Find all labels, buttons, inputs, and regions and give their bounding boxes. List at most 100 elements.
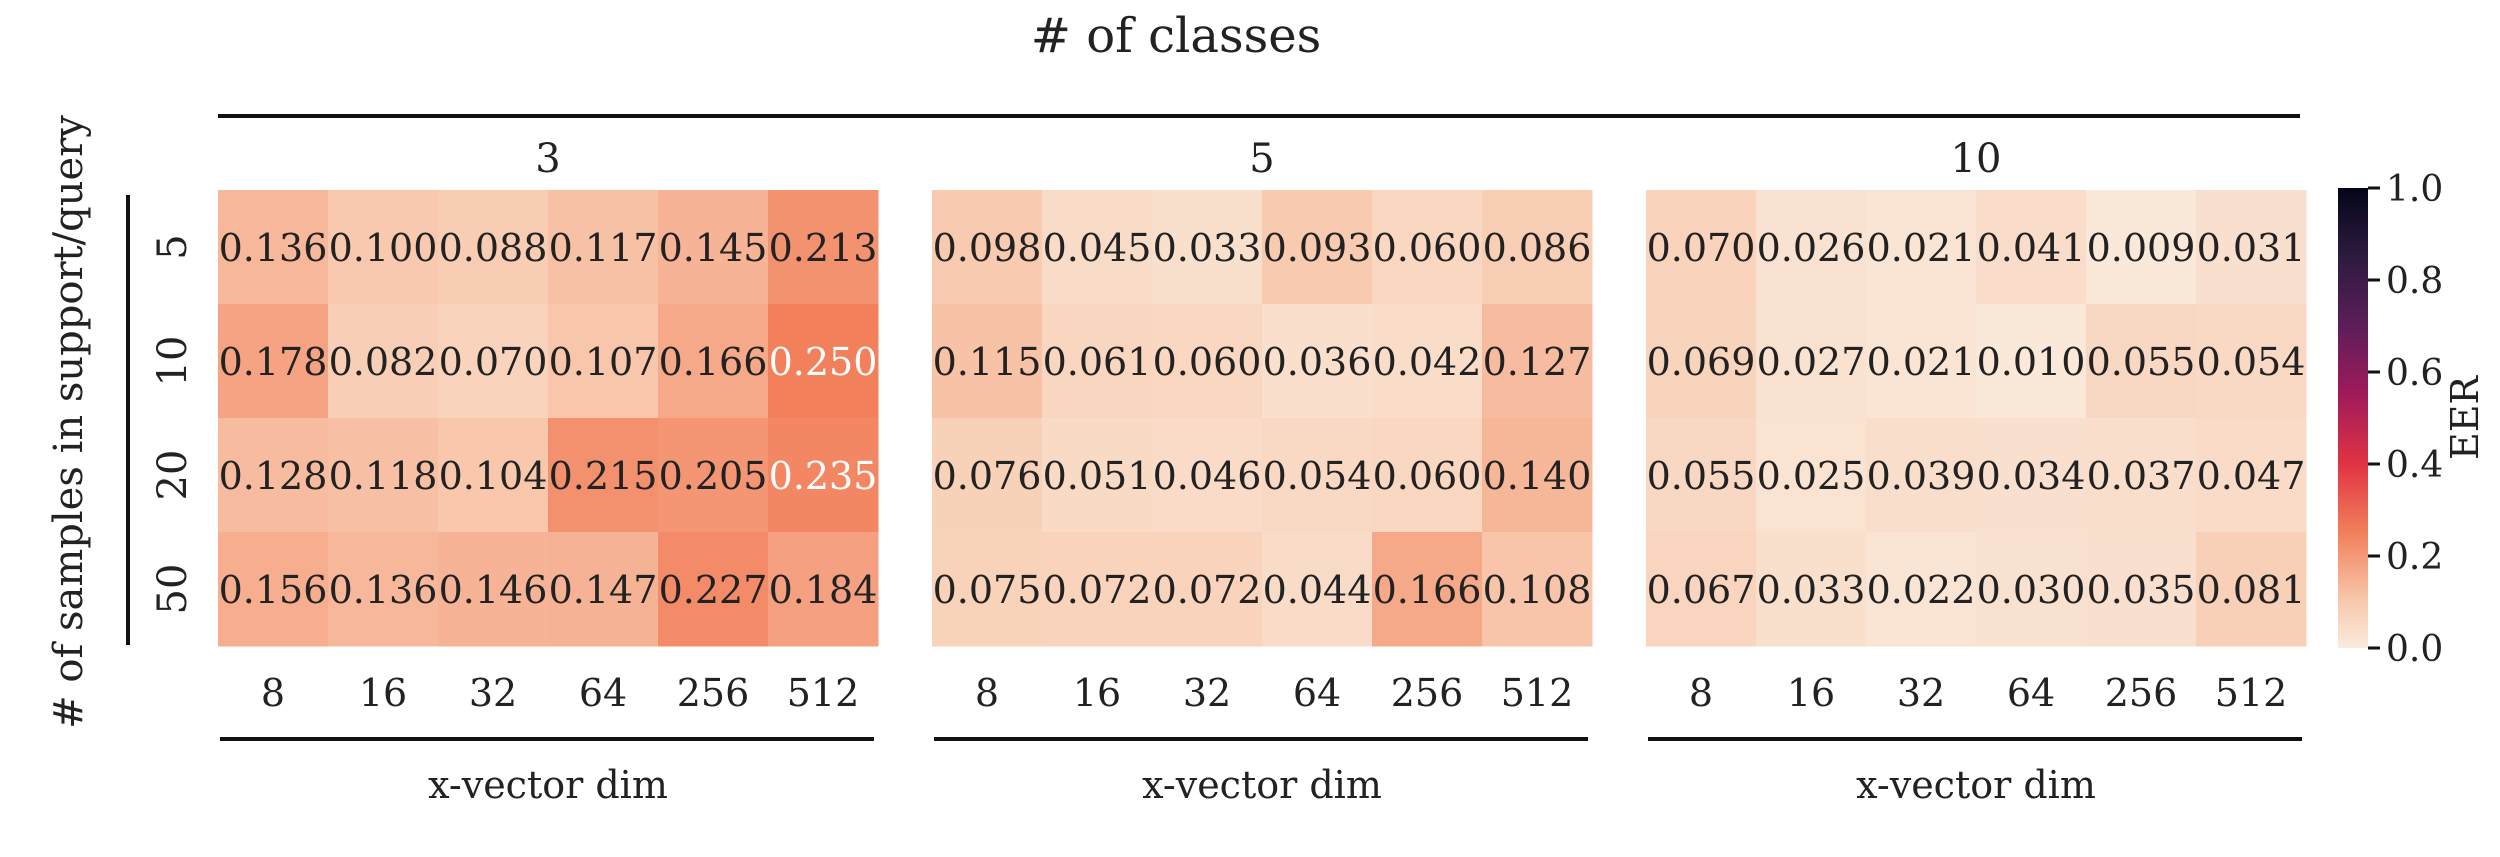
cell-value: 0.088 xyxy=(439,226,548,270)
cell-value: 0.045 xyxy=(1043,226,1152,270)
cell-value: 0.069 xyxy=(1647,340,1756,384)
row-label: 10 xyxy=(150,336,196,387)
cell-value: 0.039 xyxy=(1867,454,1976,498)
panel-x-label: x-vector dim xyxy=(1856,763,2096,807)
cell-value: 0.140 xyxy=(1483,454,1592,498)
cell-value: 0.025 xyxy=(1757,454,1866,498)
cell-value: 0.104 xyxy=(439,454,548,498)
cell-value: 0.115 xyxy=(933,340,1042,384)
cell-value: 0.047 xyxy=(2197,454,2306,498)
cell-value: 0.072 xyxy=(1153,568,1262,612)
cell-value: 0.054 xyxy=(1263,454,1372,498)
cell-value: 0.184 xyxy=(769,568,878,612)
cell-value: 0.044 xyxy=(1263,568,1372,612)
column-label: 512 xyxy=(787,671,860,715)
cell-value: 0.033 xyxy=(1757,568,1866,612)
figure-title: # of classes xyxy=(1031,8,1322,64)
cell-value: 0.036 xyxy=(1263,340,1372,384)
cell-value: 0.147 xyxy=(549,568,658,612)
cell-value: 0.100 xyxy=(329,226,438,270)
y-axis-label: # of samples in support/query xyxy=(46,115,92,729)
cell-value: 0.205 xyxy=(659,454,768,498)
panel-title: 5 xyxy=(1249,136,1274,182)
cell-value: 0.081 xyxy=(2197,568,2306,612)
cell-value: 0.022 xyxy=(1867,568,1976,612)
cell-value: 0.035 xyxy=(2087,568,2196,612)
panel-x-label: x-vector dim xyxy=(428,763,668,807)
column-label: 64 xyxy=(2007,671,2055,715)
cell-value: 0.098 xyxy=(933,226,1042,270)
cell-value: 0.136 xyxy=(329,568,438,612)
cell-value: 0.235 xyxy=(769,454,878,498)
row-label: 50 xyxy=(150,564,196,615)
cell-value: 0.146 xyxy=(439,568,548,612)
column-label: 64 xyxy=(1293,671,1341,715)
cell-value: 0.021 xyxy=(1867,226,1976,270)
cell-value: 0.086 xyxy=(1483,226,1592,270)
colorbar-gradient xyxy=(2338,188,2368,648)
cell-value: 0.055 xyxy=(1647,454,1756,498)
cell-value: 0.213 xyxy=(769,226,878,270)
cell-value: 0.145 xyxy=(659,226,768,270)
column-label: 32 xyxy=(1897,671,1945,715)
panel-title: 3 xyxy=(535,136,560,182)
cell-value: 0.178 xyxy=(219,340,328,384)
cell-value: 0.072 xyxy=(1043,568,1152,612)
cell-value: 0.250 xyxy=(769,340,878,384)
cell-value: 0.055 xyxy=(2087,340,2196,384)
colorbar-tick-label: 1.0 xyxy=(2386,169,2443,210)
cell-value: 0.027 xyxy=(1757,340,1866,384)
cell-value: 0.075 xyxy=(933,568,1042,612)
cell-value: 0.030 xyxy=(1977,568,2086,612)
column-label: 16 xyxy=(1787,671,1835,715)
colorbar: 0.00.20.40.60.81.0 EER xyxy=(2338,169,2487,670)
cell-value: 0.227 xyxy=(659,568,768,612)
cell-value: 0.031 xyxy=(2197,226,2306,270)
column-label: 256 xyxy=(1391,671,1464,715)
row-label: 5 xyxy=(150,234,196,259)
cell-value: 0.215 xyxy=(549,454,658,498)
column-label: 32 xyxy=(1183,671,1231,715)
cell-value: 0.127 xyxy=(1483,340,1592,384)
colorbar-label: EER xyxy=(2443,375,2487,460)
panel-x-label: x-vector dim xyxy=(1142,763,1382,807)
heatmap-panel: 100.070 0.026 0.021 0.041 0.009 0.0310.069 0.0… xyxy=(1646,136,2307,807)
cell-value: 0.060 xyxy=(1153,340,1262,384)
column-label: 8 xyxy=(1689,671,1713,715)
cell-value: 0.046 xyxy=(1153,454,1262,498)
cell-value: 0.117 xyxy=(549,226,658,270)
cell-value: 0.061 xyxy=(1043,340,1152,384)
cell-value: 0.026 xyxy=(1757,226,1866,270)
column-label: 512 xyxy=(1501,671,1574,715)
cell-value: 0.051 xyxy=(1043,454,1152,498)
column-label: 32 xyxy=(469,671,517,715)
column-label: 256 xyxy=(677,671,750,715)
cell-value: 0.041 xyxy=(1977,226,2086,270)
column-label: 8 xyxy=(975,671,999,715)
colorbar-ticks: 0.0 0.2 0.4 0.6 0.8 1.0 xyxy=(2368,169,2443,670)
cell-value: 0.070 xyxy=(439,340,548,384)
cell-value: 0.128 xyxy=(219,454,328,498)
cell-value: 0.136 xyxy=(219,226,328,270)
cell-value: 0.009 xyxy=(2087,226,2196,270)
colorbar-tick-label: 0.4 xyxy=(2386,445,2443,486)
row-label: 20 xyxy=(150,450,196,501)
column-label: 8 xyxy=(261,671,285,715)
cell-value: 0.166 xyxy=(1373,568,1482,612)
cell-value: 0.070 xyxy=(1647,226,1756,270)
cell-value: 0.067 xyxy=(1647,568,1756,612)
column-label: 64 xyxy=(579,671,627,715)
cell-value: 0.060 xyxy=(1373,454,1482,498)
cell-value: 0.156 xyxy=(219,568,328,612)
colorbar-tick-label: 0.8 xyxy=(2386,261,2443,302)
cell-value: 0.108 xyxy=(1483,568,1592,612)
cell-value: 0.037 xyxy=(2087,454,2196,498)
colorbar-tick-label: 0.0 xyxy=(2386,629,2443,670)
column-label: 512 xyxy=(2215,671,2288,715)
cell-value: 0.060 xyxy=(1373,226,1482,270)
colorbar-tick-label: 0.6 xyxy=(2386,353,2443,394)
cell-value: 0.010 xyxy=(1977,340,2086,384)
